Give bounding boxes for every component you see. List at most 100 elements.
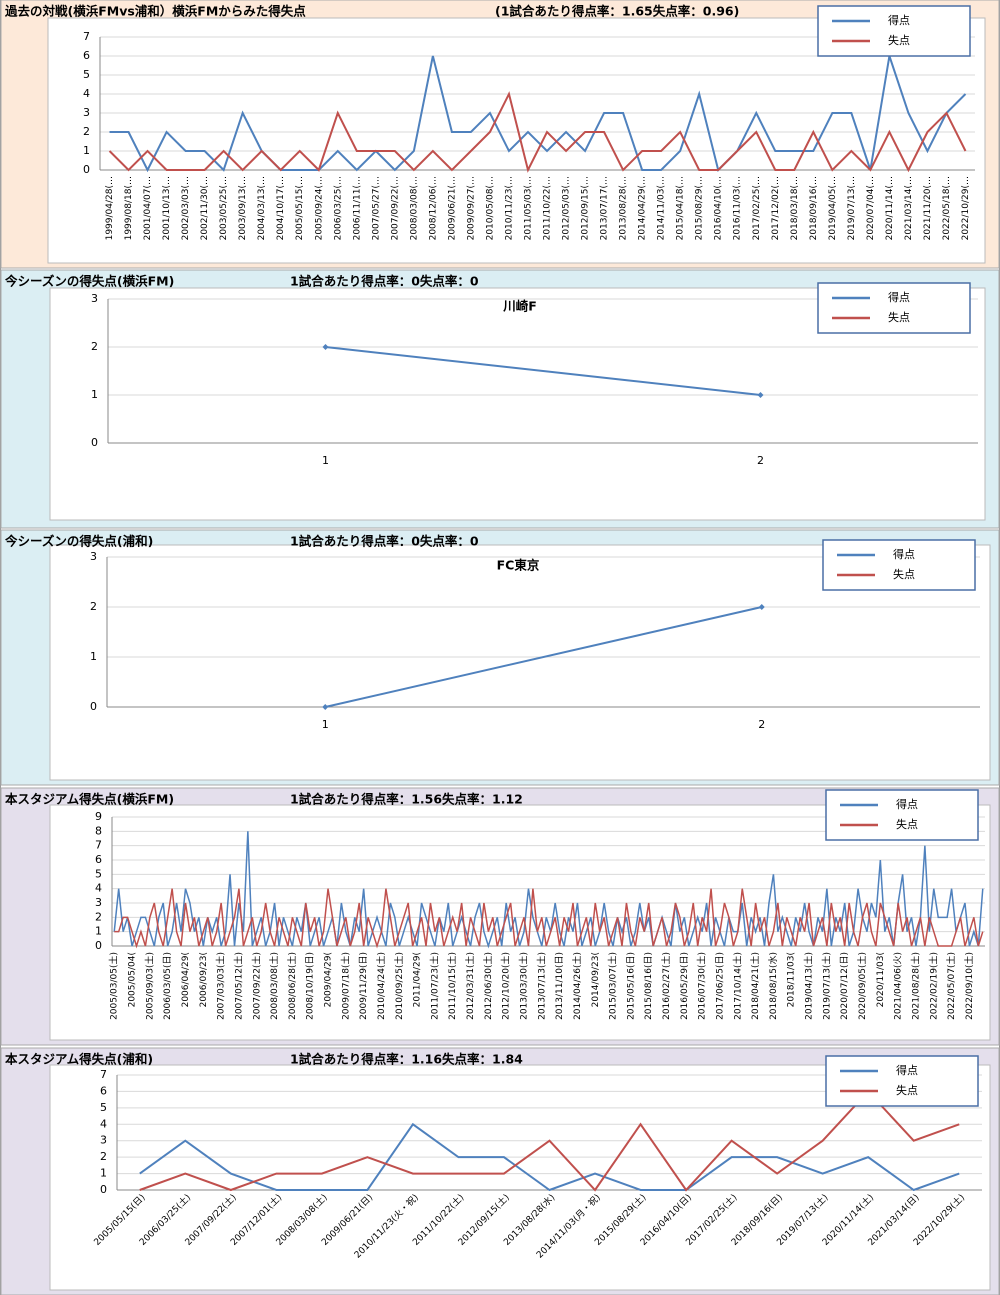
x-tick-label: 2017/10/14(土) <box>731 952 743 1020</box>
y-tick-label: 2 <box>90 600 97 613</box>
x-tick-label: 1999/04/28(… <box>105 176 115 240</box>
x-tick-label: 2019/04/05(… <box>828 176 838 240</box>
x-tick-label: 2021/08/28(土) <box>909 952 921 1020</box>
x-tick-label: 2004/10/17(… <box>276 176 286 240</box>
x-tick-label: 2003/05/25(… <box>219 176 229 240</box>
x-tick-label: 2011/05/03(… <box>523 176 533 240</box>
chart-subtitle: 1試合あたり得点率：0失点率：0 <box>290 274 479 289</box>
x-tick-label: 2010/04/24(土) <box>375 952 387 1020</box>
series-line <box>139 1122 960 1192</box>
x-tick-label: 2021/03/14(… <box>904 176 914 240</box>
y-tick-label: 0 <box>90 700 97 713</box>
x-tick-label: 2012/05/03(… <box>562 176 572 240</box>
chart-subtitle: 1試合あたり得点率：0失点率：0 <box>290 534 479 549</box>
x-tick-label: 2013/07/13(土) <box>535 952 547 1020</box>
x-tick-label: 2006/03/25(… <box>333 176 343 240</box>
series-line <box>325 346 761 396</box>
x-tick-label: 2022/02/19(土) <box>927 952 939 1020</box>
y-tick-label: 1 <box>83 144 90 157</box>
point-marker <box>322 344 329 350</box>
x-tick-label: 2012/09/15(… <box>581 176 591 240</box>
chart-subtitle: 1試合あたり得点率：1.16失点率：1.84 <box>290 1052 523 1067</box>
x-tick-label: 2014/09/23( <box>591 952 601 1007</box>
x-tick-label: 2022/09/10(土) <box>963 952 975 1020</box>
x-tick-label: 2022/10/29(… <box>961 176 971 240</box>
x-tick-label: 2007/09/22(土) <box>250 952 262 1020</box>
y-tick-label: 2 <box>91 340 98 353</box>
y-tick-label: 9 <box>95 810 102 823</box>
x-tick-label: 2015/03/07(土) <box>607 952 619 1020</box>
y-tick-label: 5 <box>100 1101 107 1114</box>
x-tick-label: 2001/10/13(… <box>162 176 172 240</box>
plot-box <box>47 17 986 264</box>
y-tick-label: 5 <box>95 867 102 880</box>
x-tick-label: 2001/04/07(… <box>143 176 153 240</box>
legend-label: 失点 <box>893 568 915 581</box>
y-tick-label: 0 <box>91 436 98 449</box>
x-tick-label: 1999/08/18(… <box>124 176 134 240</box>
x-tick-label: 2016/05/29(日) <box>679 952 690 1020</box>
x-tick-label: 2004/03/13(… <box>257 176 267 240</box>
x-tick-label: 2011/10/15(土) <box>446 952 458 1020</box>
x-tick-label: 2008/06/28(土) <box>286 952 298 1020</box>
x-tick-label: 2008/03/08(土) <box>268 952 280 1020</box>
x-tick-label: 2002/11/30(… <box>200 176 210 240</box>
y-tick-label: 4 <box>95 882 102 895</box>
x-tick-label: 2007/05/27(… <box>371 176 381 240</box>
x-tick-label: 2009/04/29( <box>324 952 334 1007</box>
x-tick-label: 2022/05/18(… <box>942 176 952 240</box>
legend-box <box>825 789 979 841</box>
series-line <box>109 55 967 173</box>
x-tick-label: 2020/11/14(… <box>885 176 895 240</box>
x-tick-label: 2010/05/08(… <box>485 176 495 240</box>
x-tick-label: 2015/08/29(… <box>695 176 705 240</box>
x-tick-label: 2016/07/30(土) <box>696 952 708 1020</box>
legend-label: 失点 <box>888 311 910 324</box>
x-tick-label: 2018/03/18(… <box>790 176 800 240</box>
x-tick-label: 2011/04/29( <box>413 952 423 1007</box>
x-tick-label: 1 <box>322 454 329 467</box>
x-tick-label: 2015/05/16(日) <box>625 952 636 1020</box>
x-tick-label: 2010/09/25(土) <box>393 952 405 1020</box>
y-tick-label: 1 <box>95 925 102 938</box>
point-marker <box>322 704 329 710</box>
y-tick-label: 6 <box>100 1084 107 1097</box>
x-tick-label: 2018/09/16(… <box>809 176 819 240</box>
chart-heading: 今シーズンの得失点(横浜FM) <box>4 274 174 289</box>
x-tick-label: 2005/09/24(… <box>314 176 324 240</box>
x-tick-label: 2020/09/05(土) <box>856 952 868 1020</box>
x-tick-label: 2005/05/04( <box>128 952 138 1007</box>
x-tick-label: 2020/11/03( <box>876 952 886 1007</box>
inner-title: 川崎F <box>502 299 537 314</box>
y-tick-label: 6 <box>95 853 102 866</box>
x-tick-label: 2021/11/20(… <box>923 176 933 240</box>
y-tick-label: 0 <box>83 163 90 176</box>
legend-box <box>817 5 971 57</box>
y-tick-label: 4 <box>83 87 90 100</box>
x-tick-label: 2013/07/17(… <box>600 176 610 240</box>
y-tick-label: 3 <box>91 292 98 305</box>
y-tick-label: 3 <box>90 550 97 563</box>
chart-heading: 本スタジアム得失点(横浜FM) <box>5 792 174 807</box>
legend-label: 得点 <box>896 1064 918 1077</box>
x-tick-label: 2014/04/26(土) <box>571 952 583 1020</box>
x-tick-label: 2002/03/03(… <box>181 176 191 240</box>
legend-label: 失点 <box>896 1084 918 1097</box>
chart-heading: 今シーズンの得失点(浦和) <box>4 534 153 549</box>
x-tick-label: 2 <box>758 718 765 731</box>
x-tick-label: 2012/10/20(土) <box>500 952 512 1020</box>
x-tick-label: 2018/11/03( <box>787 952 797 1007</box>
y-tick-label: 2 <box>100 1150 107 1163</box>
y-tick-label: 0 <box>100 1183 107 1196</box>
x-tick-label: 2006/09/23( <box>199 952 209 1007</box>
x-tick-label: 2009/11/29(日) <box>358 952 369 1020</box>
legend-label: 得点 <box>888 291 910 304</box>
y-tick-label: 7 <box>100 1068 107 1081</box>
legend-label: 得点 <box>893 548 915 561</box>
x-tick-label: 2011/10/22(… <box>543 176 553 240</box>
x-tick-label: 2018/08/15(水) <box>767 952 779 1020</box>
legend-box <box>822 539 976 591</box>
x-tick-label: 2015/08/16(日) <box>643 952 654 1020</box>
x-tick-label: 2008/03/08(… <box>409 176 419 240</box>
y-tick-label: 3 <box>83 106 90 119</box>
